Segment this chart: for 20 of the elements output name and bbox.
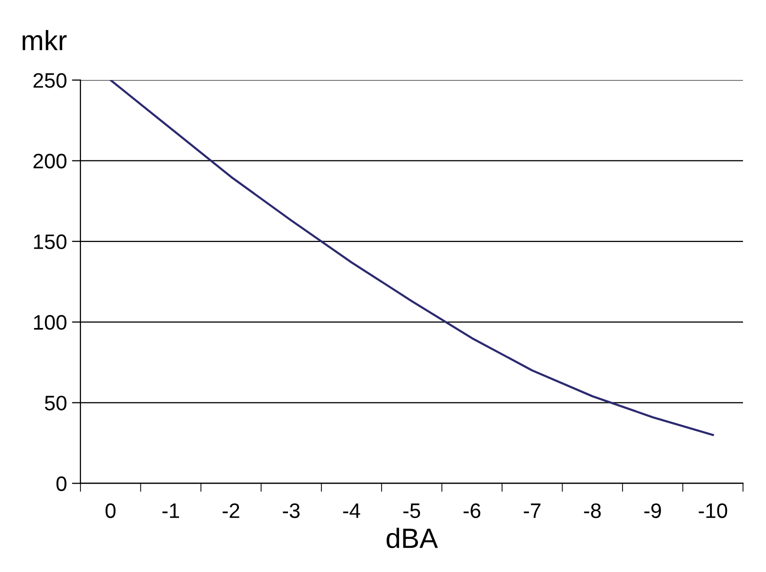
- x-tick-label: -10: [698, 503, 728, 518]
- x-tick-label: -2: [222, 503, 240, 518]
- x-tick-label: -6: [464, 503, 480, 518]
- x-tick-label: -4: [343, 504, 360, 518]
- x-axis-title: dBA: [386, 528, 438, 548]
- y-axis-title: mkr: [22, 30, 67, 50]
- y-tick-label: 150: [34, 234, 66, 250]
- x-tick-label: 0: [106, 503, 116, 518]
- x-tick-label: -9: [644, 503, 661, 518]
- x-tick-label: -3: [282, 503, 300, 518]
- y-tick-label: 0: [56, 476, 66, 492]
- line-series: [110, 80, 714, 436]
- x-tick-label: -5: [403, 504, 420, 518]
- y-tick-label: 200: [34, 154, 66, 168]
- x-tick-label: -1: [162, 504, 180, 518]
- x-tick-label: -7: [524, 504, 540, 518]
- y-tick-label: 100: [34, 315, 66, 330]
- y-tick-label: 50: [44, 396, 66, 410]
- x-tick-label: -8: [584, 503, 601, 518]
- y-tick-label: 250: [34, 73, 66, 88]
